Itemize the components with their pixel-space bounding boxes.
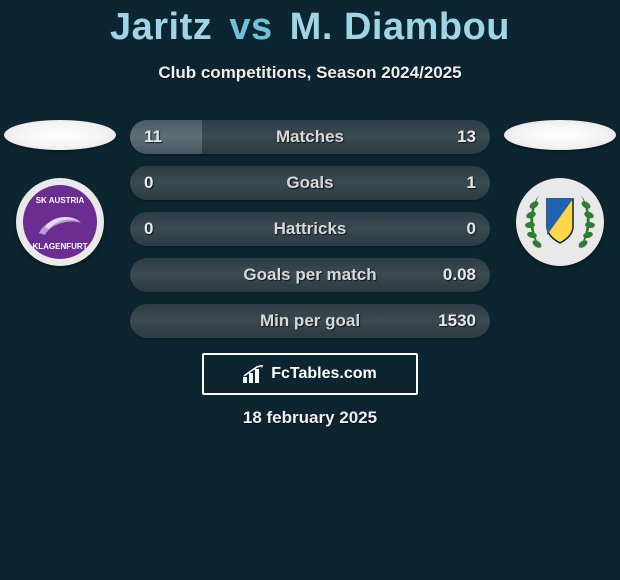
title-vs: vs [223, 6, 278, 48]
player1-blank-oval [4, 120, 116, 150]
crest-austria-klagenfurt-icon: SK AUSTRIA KLAGENFURT [21, 183, 99, 261]
subtitle: Club competitions, Season 2024/2025 [0, 63, 620, 83]
bar-label: Goals [286, 173, 333, 193]
bar-value-right: 1 [467, 173, 476, 193]
title-player1: Jaritz [110, 6, 212, 48]
bar-label: Matches [276, 127, 344, 147]
crest-text-bottom: KLAGENFURT [32, 242, 87, 251]
watermark-fctables: FcTables.com [202, 353, 418, 395]
bar-value-right: 0 [467, 219, 476, 239]
bar-min-per-goal: Min per goal 1530 [130, 304, 490, 338]
bar-value-right: 0.08 [443, 265, 476, 285]
crest-text-top: SK AUSTRIA [36, 196, 85, 205]
watermark-text: FcTables.com [271, 365, 377, 383]
date: 18 february 2025 [0, 408, 620, 428]
bar-label: Hattricks [274, 219, 347, 239]
crest-wreath-shield-icon [519, 181, 601, 263]
bar-goals-per-match: Goals per match 0.08 [130, 258, 490, 292]
bar-fill-left [130, 120, 202, 154]
bar-value-right: 13 [457, 127, 476, 147]
title-player2: M. Diambou [290, 6, 510, 48]
bar-goals: 0 Goals 1 [130, 166, 490, 200]
bar-value-left: 11 [144, 127, 162, 147]
bar-hattricks: 0 Hattricks 0 [130, 212, 490, 246]
stat-bars: 11 Matches 13 0 Goals 1 0 Hattricks 0 Go… [130, 120, 490, 350]
bar-matches: 11 Matches 13 [130, 120, 490, 154]
title: Jaritz vs M. Diambou [0, 0, 620, 49]
bar-value-left: 0 [144, 219, 153, 239]
bar-value-right: 1530 [438, 311, 476, 331]
bar-value-left: 0 [144, 173, 153, 193]
bar-label: Goals per match [243, 265, 376, 285]
bar-chart-icon [243, 365, 265, 383]
side-left: SK AUSTRIA KLAGENFURT [0, 120, 120, 266]
crest-austria-klagenfurt: SK AUSTRIA KLAGENFURT [16, 178, 104, 266]
crest-wreath-shield [516, 178, 604, 266]
infographic-root: Jaritz vs M. Diambou Club competitions, … [0, 0, 620, 580]
player2-blank-oval [504, 120, 616, 150]
side-right [500, 120, 620, 266]
bar-label: Min per goal [260, 311, 360, 331]
